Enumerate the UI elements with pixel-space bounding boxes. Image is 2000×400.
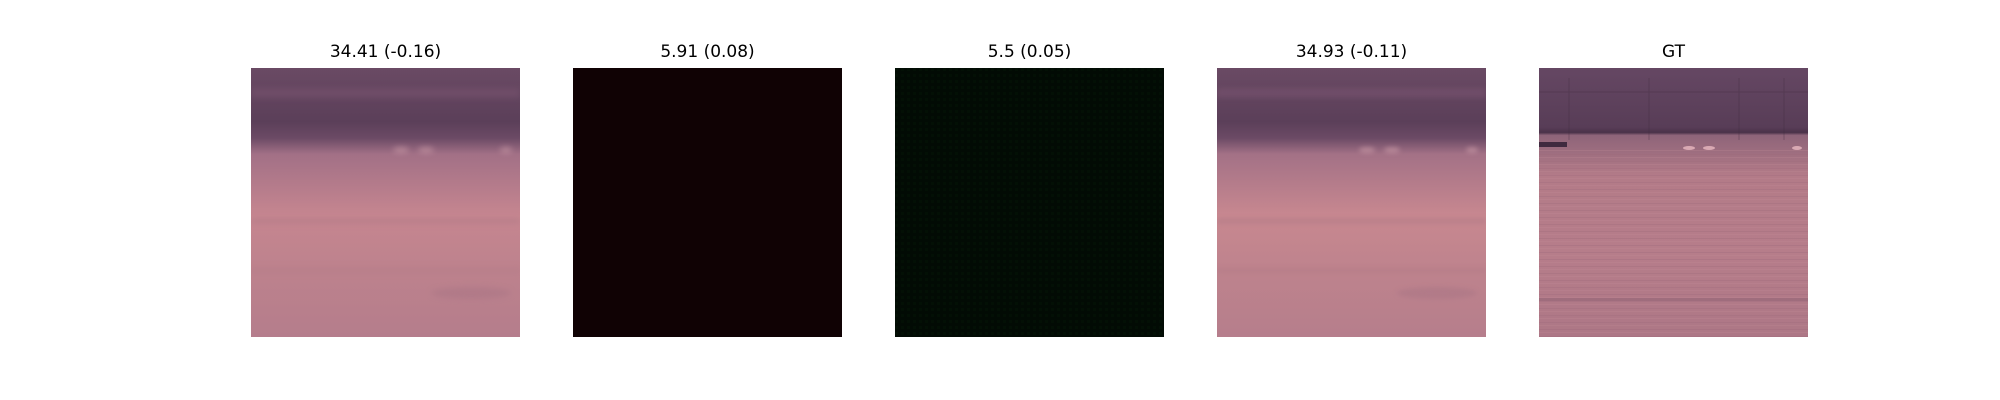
panel-5: GT — [1539, 0, 1808, 400]
panel-title: 34.41 (-0.16) — [329, 42, 442, 62]
blurred-reconstruction-image — [1217, 68, 1486, 337]
panel-3: 5.5 (0.05) — [895, 0, 1164, 400]
panel-4: 34.93 (-0.11) — [1217, 0, 1486, 400]
panel-title: 5.5 (0.05) — [987, 42, 1072, 62]
dark-red-reconstruction-image — [573, 68, 842, 337]
blurred-reconstruction-image — [251, 68, 520, 337]
dark-green-reconstruction-image — [895, 68, 1164, 337]
panel-title: GT — [1662, 42, 1685, 62]
panel-title: 34.93 (-0.11) — [1295, 42, 1408, 62]
panel-title: 5.91 (0.08) — [660, 42, 755, 62]
panel-1: 34.41 (-0.16) — [251, 0, 520, 400]
panel-2: 5.91 (0.08) — [573, 0, 842, 400]
ground-truth-image — [1539, 68, 1808, 337]
